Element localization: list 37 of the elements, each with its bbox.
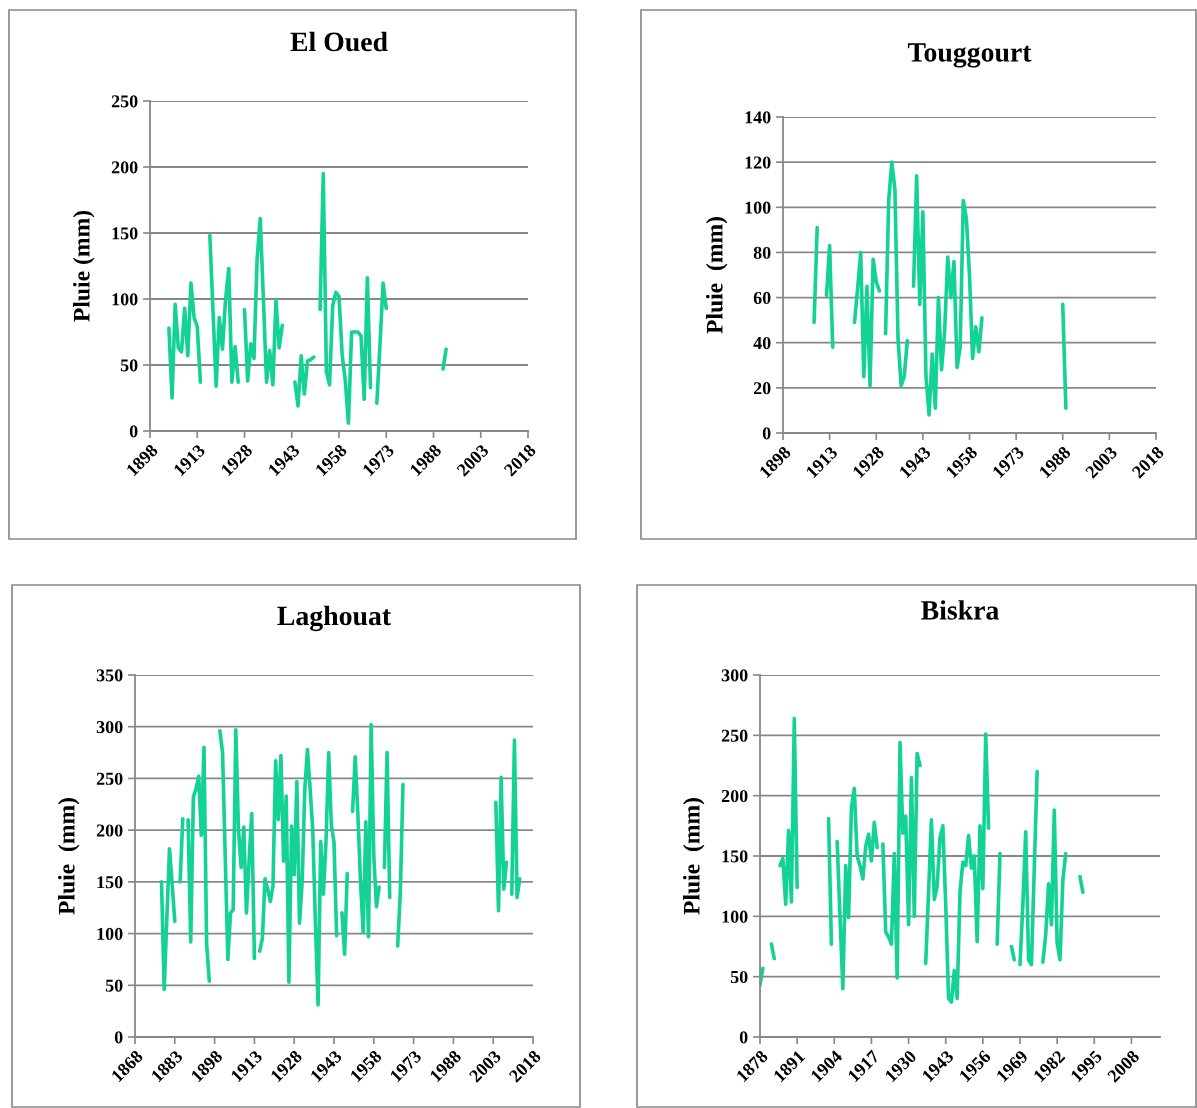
y-tick-label: 200 [111, 161, 138, 174]
y-tick-label: 100 [112, 293, 138, 306]
y-tick-label: 0 [129, 425, 138, 438]
y-axis-title: Pluie (mm) [683, 798, 705, 915]
y-tick-label: 60 [753, 291, 771, 305]
chart-title: El Oued [290, 31, 388, 52]
y-axis-title: Pluie (mm) [706, 217, 728, 334]
chart-title: Laghouat [277, 605, 391, 632]
y-tick-label: 100 [722, 910, 748, 923]
y-tick-label: 300 [721, 669, 748, 682]
y-tick-label: 150 [97, 876, 123, 889]
y-tick-label: 50 [105, 979, 123, 992]
chart-title: Touggourt [907, 43, 1032, 68]
y-tick-label: 20 [753, 382, 771, 395]
y-tick-label: 250 [721, 729, 748, 742]
y-axis-title: Pluie (mm) [73, 210, 95, 322]
y-tick-label: 0 [114, 1031, 123, 1044]
y-tick-label: 0 [739, 1031, 748, 1044]
y-tick-label: 50 [730, 970, 748, 984]
y-tick-label: 120 [745, 156, 771, 169]
y-tick-label: 300 [96, 720, 123, 734]
y-tick-label: 100 [745, 201, 771, 214]
y-tick-label: 0 [762, 427, 771, 440]
y-tick-label: 40 [753, 336, 771, 350]
y-tick-label: 200 [96, 824, 123, 837]
y-tick-label: 150 [112, 227, 138, 240]
y-tick-label: 100 [97, 927, 123, 941]
y-tick-label: 250 [96, 772, 123, 785]
y-tick-label: 200 [721, 789, 748, 803]
y-tick-label: 350 [96, 669, 123, 682]
y-tick-label: 150 [722, 850, 748, 863]
y-tick-label: 50 [120, 359, 138, 372]
y-tick-label: 140 [745, 111, 771, 124]
y-axis-title: Pluie (mm) [58, 798, 80, 915]
y-tick-label: 250 [111, 95, 138, 108]
y-tick-label: 80 [753, 246, 771, 259]
chart-title: Biskra [921, 600, 999, 620]
